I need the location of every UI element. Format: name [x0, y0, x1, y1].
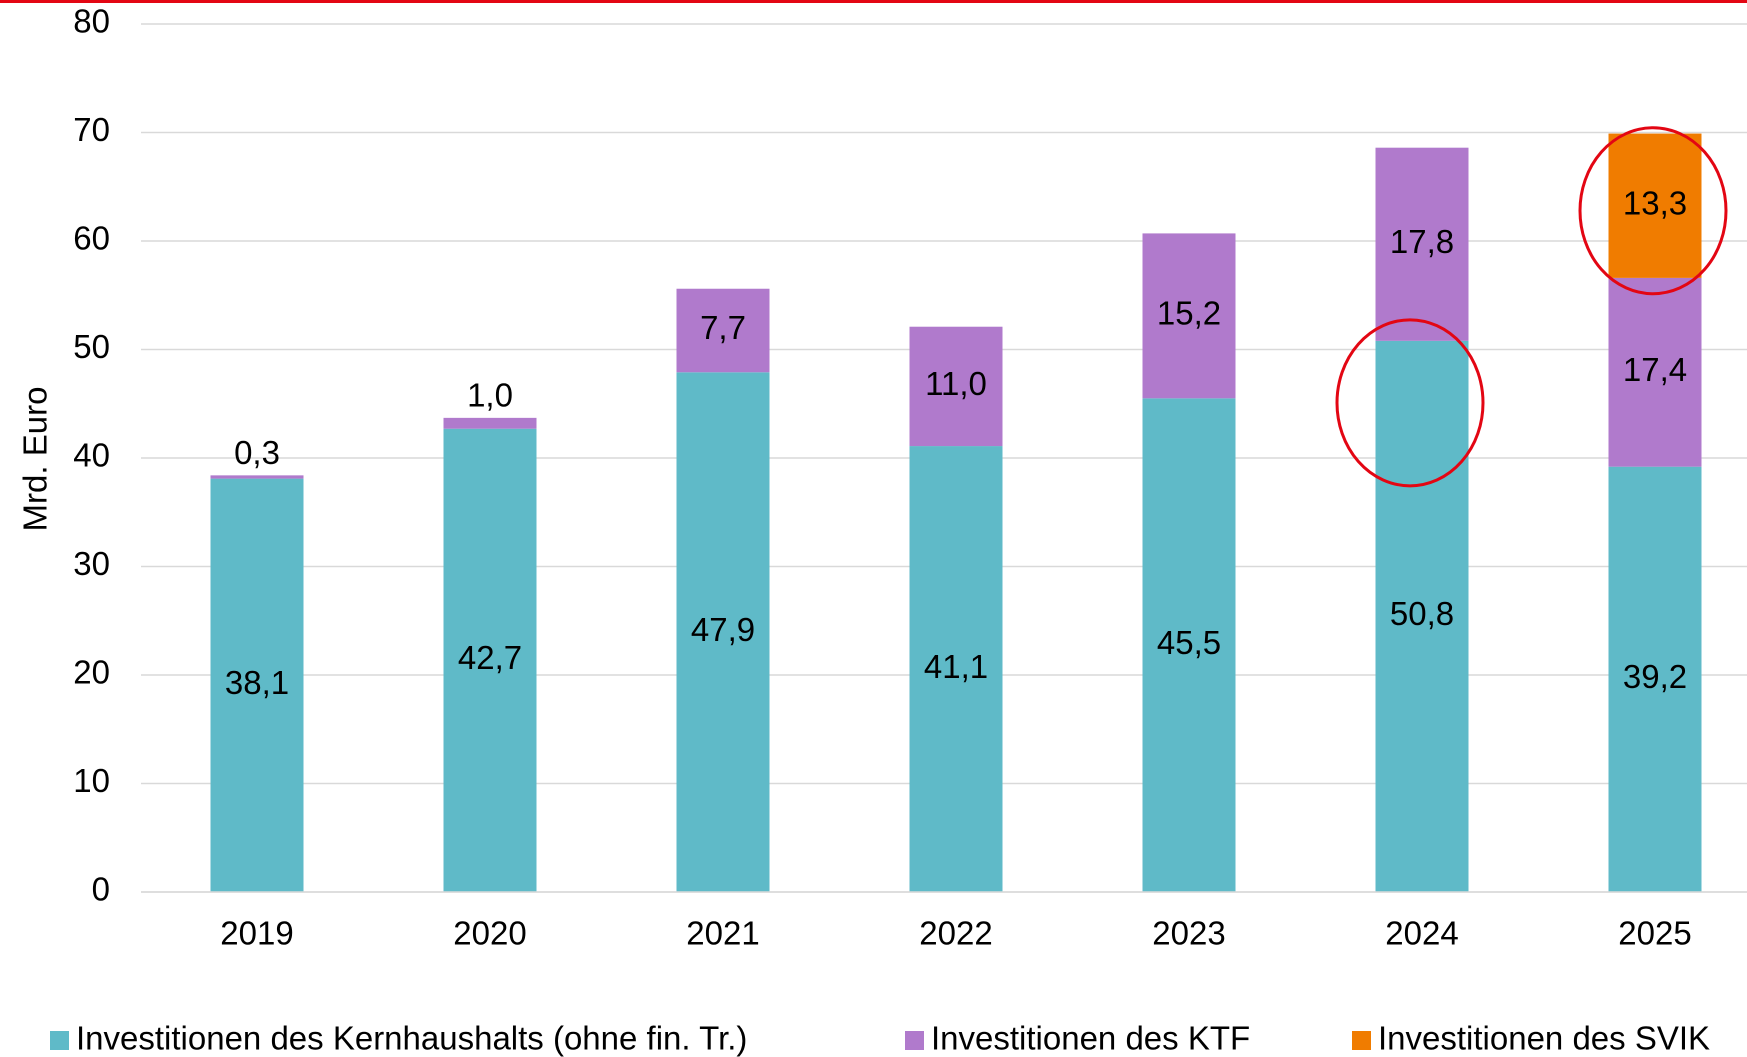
x-tick-label: 2019 [220, 915, 293, 952]
data-label: 42,7 [458, 639, 522, 676]
data-label: 41,1 [924, 648, 988, 685]
bar-segment [676, 372, 770, 892]
bar-segment [1375, 147, 1469, 341]
data-label: 7,7 [700, 309, 746, 346]
y-tick-label: 40 [73, 437, 110, 474]
bar-segment [909, 326, 1003, 447]
legend-label: Investitionen des Kernhaushalts (ohne fi… [76, 1020, 747, 1057]
bar-segment [210, 475, 304, 479]
highlight-ellipse [1578, 126, 1728, 296]
top-rule [0, 0, 1747, 3]
y-tick-label: 50 [73, 328, 110, 365]
bar-segment [1608, 133, 1702, 278]
x-tick-label: 2023 [1152, 915, 1225, 952]
y-tick-label: 20 [73, 654, 110, 691]
data-label: 47,9 [691, 611, 755, 648]
legend-label: Investitionen des SVIK [1378, 1020, 1710, 1057]
data-label: 45,5 [1157, 624, 1221, 661]
legend-swatch [50, 1031, 69, 1050]
legend-swatch [905, 1031, 924, 1050]
data-label: 17,8 [1390, 223, 1454, 260]
highlight-ellipse [1335, 318, 1485, 488]
data-label: 15,2 [1157, 295, 1221, 332]
bar-segment [909, 446, 1003, 892]
x-tick-label: 2020 [453, 915, 526, 952]
bar-segment [210, 478, 304, 892]
bar-segment [1375, 340, 1469, 892]
data-label: 17,4 [1623, 351, 1687, 388]
bar-segment [1142, 398, 1236, 892]
bar-segment [1608, 466, 1702, 892]
x-tick-label: 2022 [919, 915, 992, 952]
x-tick-label: 2021 [686, 915, 759, 952]
y-tick-label: 10 [73, 762, 110, 799]
data-label: 11,0 [925, 365, 987, 402]
y-axis-label: Mrd. Euro [17, 387, 54, 532]
legend-swatch [1352, 1031, 1371, 1050]
bar-segment [1608, 277, 1702, 467]
data-label: 0,3 [234, 434, 280, 471]
bar-segment [443, 428, 537, 892]
y-tick-label: 0 [92, 871, 110, 908]
y-tick-label: 60 [73, 220, 110, 257]
bar-segment [676, 288, 770, 373]
data-label: 39,2 [1623, 658, 1687, 695]
data-label: 13,3 [1623, 184, 1687, 221]
y-tick-label: 30 [73, 545, 110, 582]
data-label: 1,0 [467, 377, 513, 414]
bar-segment [1142, 233, 1236, 399]
y-tick-label: 70 [73, 111, 110, 148]
x-tick-label: 2024 [1385, 915, 1458, 952]
bar-segment [443, 417, 537, 429]
legend-label: Investitionen des KTF [931, 1020, 1250, 1057]
x-tick-label: 2025 [1618, 915, 1691, 952]
data-label: 38,1 [225, 664, 289, 701]
data-label: 50,8 [1390, 595, 1454, 632]
y-tick-label: 80 [73, 3, 110, 40]
